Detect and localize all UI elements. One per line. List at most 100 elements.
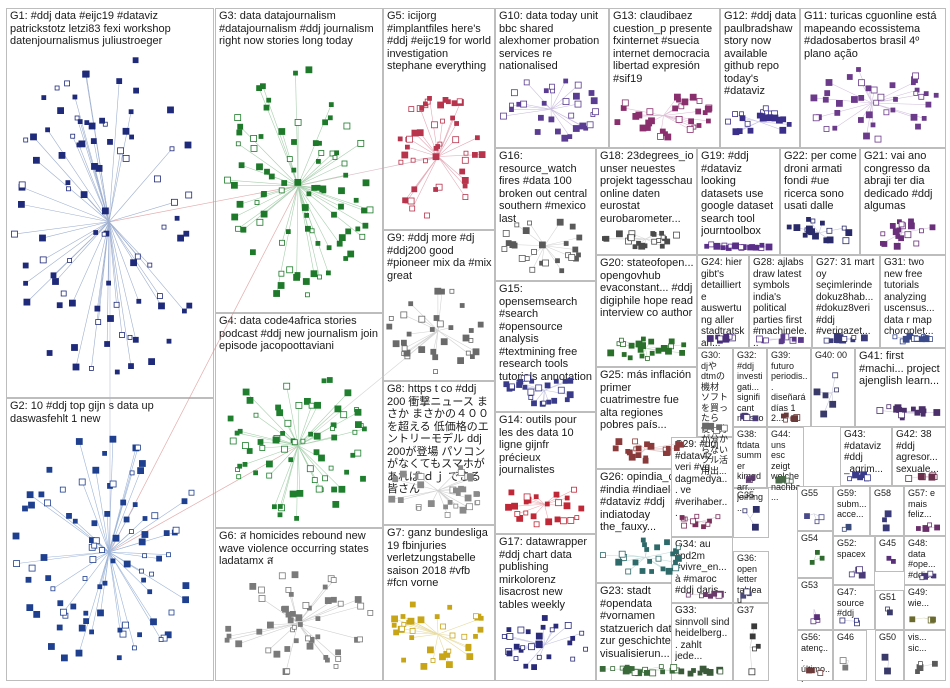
node: [817, 670, 824, 676]
node: [286, 156, 293, 163]
group-g19-nodes: [704, 241, 773, 251]
edge: [108, 551, 121, 631]
node: [524, 256, 530, 262]
node: [918, 661, 923, 666]
node: [119, 630, 127, 638]
node: [77, 119, 83, 124]
node: [259, 445, 266, 451]
group-g57-nodes: [916, 522, 940, 532]
node: [751, 623, 758, 630]
node: [424, 212, 430, 219]
edge: [297, 579, 334, 624]
node: [242, 388, 250, 396]
node: [747, 127, 754, 134]
node: [78, 478, 86, 486]
node: [230, 181, 238, 189]
group-label: G23: stadt #opendata #vornamen statzueri…: [600, 585, 684, 660]
group-label: G13: claudibaez cuestion_p presente fxin…: [613, 10, 716, 85]
group-box-g12: G12: #ddj data paulbradshaw story now av…: [720, 8, 800, 148]
node: [401, 657, 407, 663]
node: [466, 503, 474, 511]
node: [563, 241, 569, 246]
node: [541, 615, 548, 621]
node: [544, 382, 551, 389]
group-label: G52: spacex: [837, 538, 866, 559]
group-g3-nodes: [224, 66, 374, 298]
node: [266, 621, 274, 629]
node: [362, 179, 370, 187]
node: [812, 114, 820, 122]
node: [913, 91, 919, 96]
node: [696, 98, 703, 104]
node: [717, 668, 724, 675]
node: [893, 405, 900, 413]
node: [132, 502, 138, 508]
node: [918, 406, 926, 414]
node: [117, 627, 123, 633]
node: [161, 224, 167, 230]
node: [261, 190, 267, 197]
node: [464, 494, 472, 502]
node: [454, 121, 460, 126]
node: [549, 83, 555, 90]
node: [713, 242, 721, 250]
edge: [437, 634, 450, 665]
node: [874, 135, 882, 143]
edge: [81, 481, 110, 553]
group-g6-nodes: [224, 571, 374, 675]
node: [462, 194, 469, 201]
node: [523, 663, 529, 669]
edge: [238, 143, 299, 186]
node: [625, 568, 632, 575]
node: [921, 116, 927, 121]
node: [433, 187, 439, 192]
node: [409, 205, 416, 212]
node: [453, 503, 459, 509]
edge: [108, 221, 117, 305]
edge: [108, 500, 185, 553]
node: [398, 159, 404, 165]
node: [610, 666, 616, 671]
node: [345, 228, 352, 235]
group-box-g49: G49: wie...: [904, 585, 946, 630]
edge: [79, 441, 110, 553]
node: [38, 491, 45, 498]
edge: [437, 123, 457, 157]
node: [45, 575, 52, 581]
node: [804, 513, 810, 519]
node: [858, 79, 865, 87]
node: [102, 580, 108, 586]
node: [265, 460, 273, 468]
node: [535, 632, 543, 640]
node: [400, 311, 408, 319]
group-g13-nodes: [614, 93, 713, 141]
edge: [76, 117, 110, 222]
node: [88, 122, 96, 130]
node: [315, 158, 321, 164]
node: [644, 441, 650, 448]
group-g55-nodes: [804, 513, 825, 525]
node: [578, 505, 585, 512]
node: [314, 401, 322, 409]
node: [426, 646, 434, 654]
node: [531, 664, 537, 670]
node: [392, 476, 399, 483]
group-box-g38: G38: ftdata summer kimgdarr... joining..…: [733, 427, 767, 513]
group-label: G12: #ddj data paulbradshaw story now av…: [724, 10, 797, 97]
node: [715, 514, 721, 520]
group-label: G59: subm... acce...: [837, 488, 867, 519]
node: [779, 126, 787, 134]
node: [463, 150, 469, 156]
node: [110, 558, 116, 564]
node: [922, 335, 930, 343]
node: [567, 517, 575, 524]
edge: [297, 605, 361, 624]
group-g26-nodes: [600, 537, 682, 575]
node: [234, 430, 240, 436]
node: [517, 626, 525, 634]
edge: [517, 503, 545, 515]
group-g7-nodes: [391, 601, 484, 670]
node: [266, 97, 272, 103]
node: [673, 445, 680, 452]
edge: [437, 478, 471, 491]
